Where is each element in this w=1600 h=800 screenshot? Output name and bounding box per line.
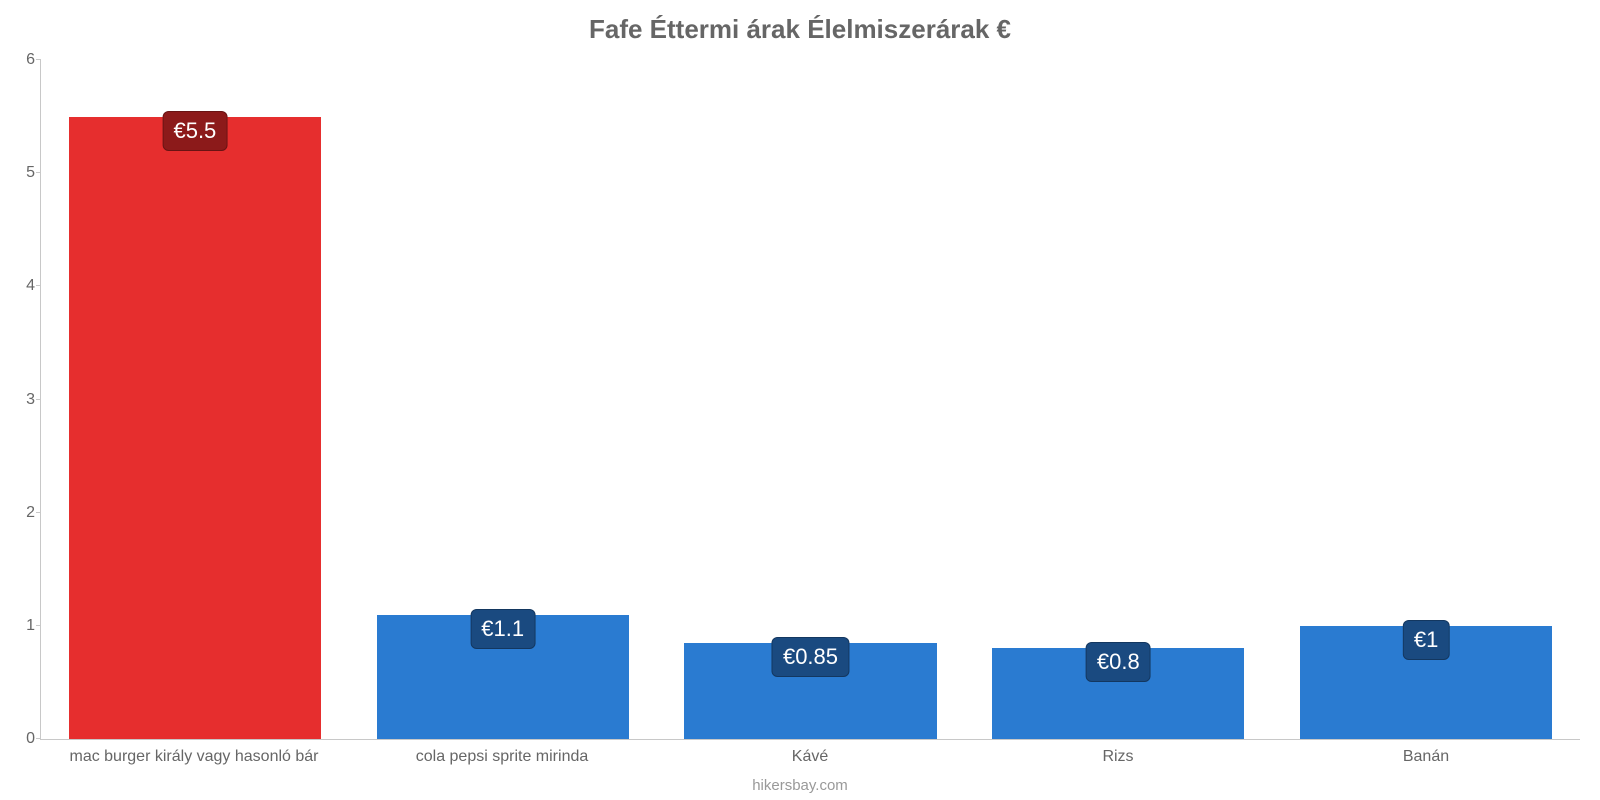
y-tick-label: 0 [11, 730, 35, 748]
chart-title: Fafe Éttermi árak Élelmiszerárak € [0, 14, 1600, 45]
y-tick-mark [36, 625, 41, 626]
y-tick-mark [36, 285, 41, 286]
bar-value-label: €0.8 [1086, 642, 1151, 682]
plot-area: €5.5€1.1€0.85€0.8€1 0123456 [40, 60, 1580, 740]
y-tick-label: 3 [11, 391, 35, 409]
y-tick-label: 6 [11, 51, 35, 69]
y-tick-mark [36, 59, 41, 60]
chart-credit: hikersbay.com [0, 777, 1600, 794]
bar-slot: €0.8 [964, 60, 1272, 739]
y-tick-label: 1 [11, 617, 35, 635]
bar-value-label: €1 [1403, 620, 1449, 660]
y-tick-mark [36, 512, 41, 513]
bar-value-label: €1.1 [470, 609, 535, 649]
bar: €1.1 [377, 615, 629, 739]
x-axis-label: Kávé [656, 742, 964, 766]
y-tick-label: 4 [11, 277, 35, 295]
bar-value-label: €5.5 [162, 111, 227, 151]
x-axis-label: Banán [1272, 742, 1580, 766]
bar: €0.8 [992, 648, 1244, 739]
price-bar-chart: Fafe Éttermi árak Élelmiszerárak € €5.5€… [0, 0, 1600, 800]
y-tick-mark [36, 399, 41, 400]
bar: €1 [1300, 626, 1552, 739]
x-axis-label: cola pepsi sprite mirinda [348, 742, 656, 766]
bar-slot: €1 [1272, 60, 1580, 739]
x-axis-labels: mac burger király vagy hasonló bárcola p… [40, 742, 1580, 766]
bar-slot: €1.1 [349, 60, 657, 739]
bar-value-label: €0.85 [772, 637, 849, 677]
x-axis-label: Rizs [964, 742, 1272, 766]
x-axis-label: mac burger király vagy hasonló bár [40, 742, 348, 766]
y-tick-mark [36, 738, 41, 739]
bar-slot: €5.5 [41, 60, 349, 739]
y-tick-mark [36, 172, 41, 173]
bar-slot: €0.85 [657, 60, 965, 739]
bar: €5.5 [69, 117, 321, 739]
bar: €0.85 [684, 643, 936, 739]
y-tick-label: 5 [11, 164, 35, 182]
y-tick-label: 2 [11, 504, 35, 522]
bars-container: €5.5 €1.1 €0.85 €0.8 €1 [41, 60, 1580, 739]
